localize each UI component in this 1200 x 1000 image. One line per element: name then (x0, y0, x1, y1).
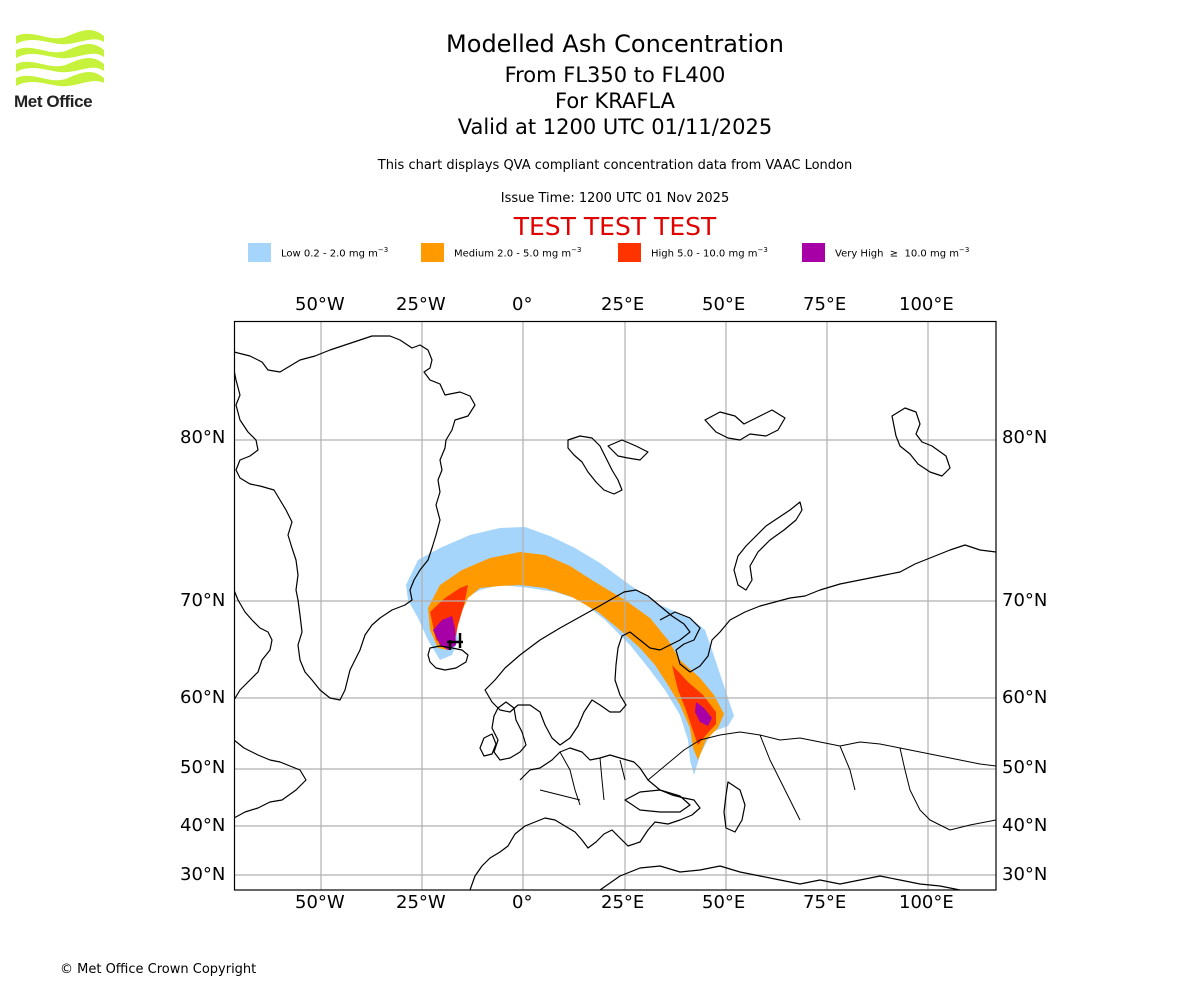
legend-swatch-high (618, 243, 641, 262)
lon-label-top: 75°E (803, 294, 847, 315)
lon-label-bottom: 100°E (899, 892, 954, 913)
svalbard-coast (567, 435, 623, 495)
lat-label-left: 60°N (180, 687, 226, 708)
legend-label-medium: Medium 2.0 - 5.0 mg m (454, 248, 572, 260)
europe-coast (469, 747, 701, 890)
coastlines (234, 335, 996, 890)
copyright-notice: © Met Office Crown Copyright (60, 962, 257, 977)
lon-label-bottom: 25°W (396, 892, 446, 913)
legend-label-low: Low 0.2 - 2.0 mg m (281, 248, 378, 260)
lon-label-top: 25°E (601, 294, 645, 315)
legend-swatch-low (248, 243, 271, 262)
lon-label-top: 100°E (899, 294, 954, 315)
lat-label-right: 60°N (1002, 687, 1048, 708)
lon-label-top: 50°E (702, 294, 746, 315)
lat-label-left: 70°N (180, 590, 226, 611)
legend-label-very-high: Very High ≥ 10.0 mg m (835, 248, 959, 260)
legend-label-high: High 5.0 - 10.0 mg m (651, 248, 758, 260)
legend-exp: −3 (958, 245, 970, 254)
scandinavia-coast (484, 589, 691, 746)
black-sea-coast (624, 789, 691, 813)
ireland-coast (479, 733, 497, 757)
chart-title-block: Modelled Ash Concentration From FL350 to… (0, 30, 1200, 140)
legend-item-high: High 5.0 - 10.0 mg m−3 (618, 243, 768, 262)
chart-description: This chart displays QVA compliant concen… (377, 158, 853, 173)
legend-swatch-medium (421, 243, 444, 262)
ash-plume-medium (428, 552, 724, 760)
lat-label-right: 80°N (1002, 427, 1048, 448)
lat-label-right: 30°N (1002, 864, 1048, 885)
lon-label-bottom: 50°W (295, 892, 345, 913)
legend-exp: −3 (757, 245, 768, 254)
greenland-coast (234, 335, 476, 701)
lon-label-bottom: 75°E (803, 892, 847, 913)
lon-label-bottom: 25°E (601, 892, 645, 913)
uk-coast (491, 701, 527, 761)
ash-plume-very-high (695, 702, 712, 726)
lon-label-bottom: 50°E (702, 892, 746, 913)
lat-label-right: 50°N (1002, 757, 1048, 778)
met-office-logo-icon (16, 30, 104, 87)
legend-item-medium: Medium 2.0 - 5.0 mg m−3 (421, 243, 581, 262)
lat-label-left: 50°N (180, 757, 226, 778)
caspian-coast (723, 781, 746, 833)
met-office-logo-text: Met Office (14, 92, 93, 111)
map-frame (233, 320, 997, 891)
volcano-name: For KRAFLA (555, 89, 675, 113)
canada-arctic-coast (234, 589, 273, 701)
legend-exp: −3 (571, 245, 582, 254)
lat-label-left: 40°N (180, 815, 226, 836)
lon-label-top: 25°W (396, 294, 446, 315)
lat-label-left: 80°N (180, 427, 226, 448)
chart-title: Modelled Ash Concentration (446, 30, 784, 58)
legend-item-very-high: Very High ≥ 10.0 mg m−3 (802, 243, 969, 262)
lat-label-left: 30°N (180, 864, 226, 885)
lat-label-right: 40°N (1002, 815, 1048, 836)
legend-exp: −3 (377, 245, 389, 254)
test-banner: TEST TEST TEST (513, 212, 717, 241)
legend-item-low: Low 0.2 - 2.0 mg m−3 (248, 243, 388, 262)
ash-plume-high (672, 665, 716, 745)
lon-label-top: 50°W (295, 294, 345, 315)
lon-label-top: 0° (512, 294, 533, 315)
novaya-zemlya-coast (733, 501, 803, 591)
legend-swatch-very-high (802, 243, 825, 262)
issue-time: Issue Time: 1200 UTC 01 Nov 2025 (500, 191, 730, 206)
lat-label-right: 70°N (1002, 590, 1048, 611)
volcano-marker-icon (447, 633, 463, 650)
flight-levels: From FL350 to FL400 (504, 63, 726, 87)
valid-time: Valid at 1200 UTC 01/11/2025 (457, 115, 773, 139)
lon-label-bottom: 0° (512, 892, 533, 913)
